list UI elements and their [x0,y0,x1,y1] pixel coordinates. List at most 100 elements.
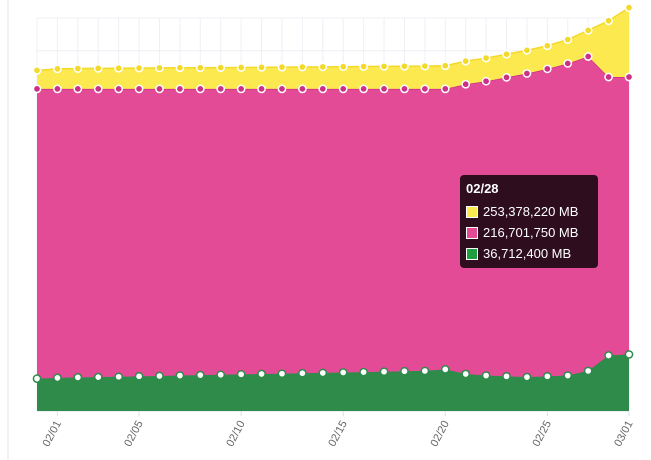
data-point [277,62,287,72]
data-point [522,46,532,55]
data-point [236,369,246,379]
data-point [134,371,144,381]
data-point [175,63,185,73]
data-point [563,59,573,68]
data-point [604,72,613,82]
data-point [481,53,491,63]
data-point [522,372,532,382]
data-point [420,61,430,71]
data-point [379,62,389,71]
data-point [114,63,124,73]
data-point [624,72,634,82]
data-point [195,370,205,380]
area-series-1 [37,56,629,379]
data-point [32,66,42,75]
data-point [604,351,613,360]
data-point [338,84,348,94]
x-tick-label: 02/01 [41,419,65,449]
x-tick-label: 02/05 [122,419,146,449]
data-point [73,373,83,382]
data-point [155,63,164,73]
data-point [277,369,287,379]
tooltip-swatch [466,226,478,239]
data-point [236,84,246,94]
data-point [338,368,348,377]
x-tick-label: 02/20 [428,419,452,449]
data-point [73,84,83,94]
data-point [624,3,634,13]
data-point [502,371,511,381]
data-point [400,61,409,71]
data-point [298,368,307,378]
data-point [114,372,124,382]
data-point [53,84,62,94]
data-point [257,84,266,94]
tooltip-value: 216,701,750 MB [483,225,579,240]
data-point [298,84,307,94]
data-point [134,84,144,94]
data-point [563,371,573,380]
data-point [461,56,471,66]
data-point [318,368,328,378]
data-point [624,350,634,359]
data-point [481,76,491,86]
data-point [420,366,430,376]
data-point [481,371,491,380]
data-point [359,62,368,71]
data-point [32,84,42,94]
data-point [542,41,552,51]
data-point [400,366,409,376]
data-point [542,371,552,381]
data-point [114,84,124,94]
tooltip-swatch [466,205,478,218]
data-point [461,369,471,379]
data-point [563,35,573,44]
data-point [502,72,511,82]
data-point [440,84,450,94]
data-point [257,62,266,72]
tooltip-row: 36,712,400 MB [466,243,592,264]
x-tick-label: 03/01 [612,419,636,449]
tooltip-row: 253,378,220 MB [466,201,592,222]
data-point [195,63,205,73]
x-axis-ticks: 02/01 02/05 02/10 02/15 02/20 02/25 03/01 [41,411,636,449]
data-point [298,62,307,72]
data-point [195,84,205,94]
data-point [175,371,185,380]
data-points [32,3,634,383]
data-point [522,69,532,78]
data-point [236,63,246,72]
data-point [216,63,226,72]
data-point [155,84,164,94]
tooltip-value: 253,378,220 MB [483,204,579,219]
data-point [359,84,368,94]
data-point [318,84,328,94]
data-point [53,64,62,74]
data-point [93,64,103,73]
data-point [604,16,613,26]
data-point [93,372,103,382]
tooltip-title: 02/28 [466,181,499,196]
data-point [583,52,593,61]
data-point [175,84,185,94]
data-point [216,370,226,380]
tooltip-swatch [466,247,478,260]
x-tick-label: 02/25 [530,419,554,449]
data-point [32,374,42,383]
data-point [583,25,593,35]
chart-tooltip: 02/28 253,378,220 MB 216,701,750 MB 36,7… [460,175,598,268]
data-point [257,369,266,379]
area-series-0 [37,354,629,411]
data-point [379,84,389,94]
area-series-2 [37,7,629,89]
tooltip-value: 36,712,400 MB [483,246,572,261]
data-point [440,365,450,374]
data-point [73,64,83,73]
data-point [155,371,164,381]
data-point [502,49,511,59]
data-point [583,366,593,376]
data-point [338,62,348,72]
x-tick-label: 02/10 [224,419,248,449]
